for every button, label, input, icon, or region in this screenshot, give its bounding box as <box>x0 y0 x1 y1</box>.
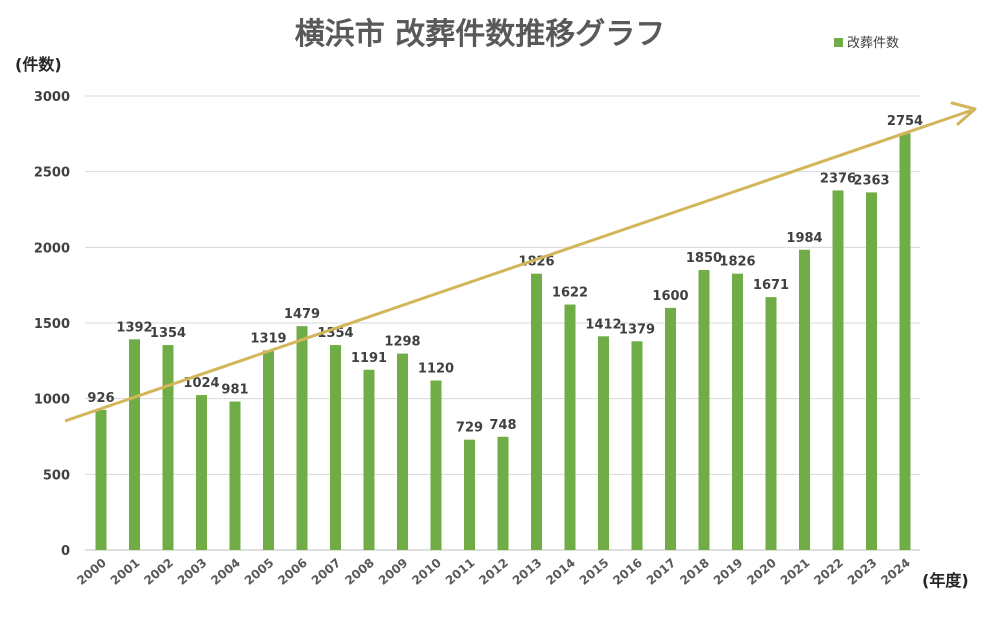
data-label: 1392 <box>116 320 152 335</box>
bar <box>497 436 509 550</box>
y-tick-label: 0 <box>61 544 70 559</box>
bar <box>832 190 844 550</box>
x-tick-label: 2016 <box>610 556 645 588</box>
data-label: 1600 <box>652 289 688 304</box>
bar <box>665 307 676 550</box>
x-tick-label: 2005 <box>242 556 277 588</box>
bar <box>765 297 777 550</box>
data-label: 926 <box>87 391 114 406</box>
bar <box>430 380 442 550</box>
data-label: 1120 <box>418 362 454 377</box>
arrow-head-icon <box>950 101 977 126</box>
data-label: 2754 <box>887 114 923 129</box>
y-tick-label: 500 <box>43 468 70 483</box>
bar <box>598 336 609 550</box>
bar <box>698 270 710 550</box>
x-tick-label: 2002 <box>141 556 176 588</box>
data-label: 1319 <box>250 331 286 346</box>
legend-swatch <box>834 38 843 47</box>
y-tick-label: 1000 <box>34 393 70 408</box>
x-tick-label: 2017 <box>644 556 679 588</box>
x-tick-label: 2020 <box>744 556 779 588</box>
x-tick-label: 2022 <box>811 556 846 588</box>
y-tick-label: 1500 <box>34 317 70 332</box>
bar <box>799 249 810 550</box>
x-tick-label: 2014 <box>543 556 578 588</box>
x-tick-label: 2006 <box>275 556 310 588</box>
data-label: 1191 <box>351 351 387 366</box>
data-label: 1298 <box>384 335 420 350</box>
data-label: 1354 <box>150 326 186 341</box>
y-tick-label: 2000 <box>34 241 70 256</box>
data-label: 1826 <box>719 255 755 270</box>
legend-label: 改葬件数 <box>847 36 899 51</box>
y-tick-label: 3000 <box>34 90 70 105</box>
x-tick-label: 2024 <box>878 556 913 588</box>
x-tick-label: 2012 <box>476 556 511 588</box>
data-label: 2376 <box>820 171 856 186</box>
x-tick-label: 2000 <box>74 556 109 588</box>
data-label: 1024 <box>183 376 219 391</box>
chart-title: 横浜市 改葬件数推移グラフ <box>295 17 665 52</box>
bar <box>564 304 576 550</box>
trend-arrow <box>64 109 972 423</box>
data-label: 729 <box>456 421 483 436</box>
bar <box>464 439 475 550</box>
y-tick-label: 2500 <box>34 166 70 181</box>
data-label: 748 <box>489 418 516 433</box>
bar <box>899 133 911 550</box>
bar <box>296 326 308 550</box>
x-tick-label: 2007 <box>309 556 344 588</box>
bar <box>866 192 877 550</box>
bar <box>229 401 241 550</box>
data-label: 1379 <box>619 322 655 337</box>
x-axis-label: (年度) <box>922 571 969 590</box>
data-label: 981 <box>221 383 248 398</box>
data-label: 2363 <box>853 173 889 188</box>
x-tick-label: 2009 <box>376 556 411 588</box>
bar <box>631 341 643 550</box>
data-label: 1850 <box>686 251 722 266</box>
bar <box>732 273 743 550</box>
x-tick-label: 2011 <box>443 556 478 588</box>
x-tick-label: 2013 <box>510 556 545 588</box>
bar <box>397 353 408 550</box>
x-tick-label: 2008 <box>342 556 377 588</box>
x-tick-label: 2004 <box>208 556 243 588</box>
data-label: 1479 <box>284 307 320 322</box>
data-label: 1412 <box>585 317 621 332</box>
x-tick-label: 2023 <box>845 556 880 588</box>
x-tick-label: 2010 <box>409 556 444 588</box>
data-label: 1826 <box>518 255 554 270</box>
bar <box>531 273 542 550</box>
x-tick-label: 2001 <box>108 556 143 588</box>
data-label: 1671 <box>753 278 789 293</box>
data-label: 1622 <box>552 286 588 301</box>
y-axis-label: (件数) <box>15 55 62 74</box>
bar <box>95 409 107 550</box>
x-tick-label: 2019 <box>711 556 746 588</box>
bar <box>330 345 341 550</box>
bar <box>129 339 140 550</box>
x-tick-label: 2003 <box>175 556 210 588</box>
bar <box>363 369 375 550</box>
bar <box>162 345 174 550</box>
x-tick-label: 2021 <box>778 556 813 588</box>
bar <box>196 395 207 550</box>
data-label: 1984 <box>786 231 822 246</box>
x-tick-label: 2018 <box>677 556 712 588</box>
x-tick-label: 2015 <box>577 556 612 588</box>
bar <box>263 350 274 550</box>
